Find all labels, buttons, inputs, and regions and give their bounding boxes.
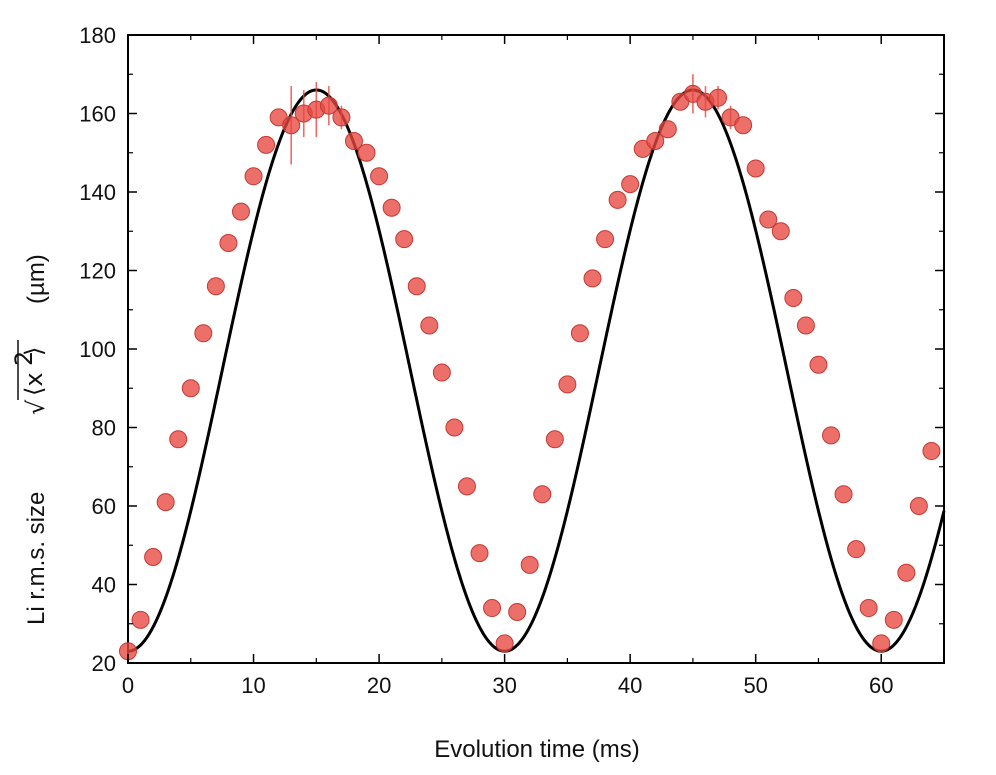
data-point	[332, 108, 351, 127]
data-point	[809, 355, 828, 374]
data-point	[156, 493, 175, 512]
data-point	[558, 375, 577, 394]
data-point	[570, 324, 589, 343]
data-point	[746, 159, 765, 178]
y-tick-label: 80	[92, 416, 116, 441]
data-point	[181, 379, 200, 398]
x-tick-label: 30	[492, 673, 516, 698]
data-point	[231, 202, 250, 221]
data-point	[382, 198, 401, 217]
data-point	[834, 485, 853, 504]
data-point	[194, 324, 213, 343]
data-point	[545, 430, 564, 449]
data-point	[909, 497, 928, 515]
data-point	[621, 175, 640, 194]
data-point	[470, 544, 489, 563]
data-point	[357, 143, 376, 162]
y-tick-label: 160	[79, 102, 116, 127]
data-point	[897, 563, 916, 582]
data-point	[533, 485, 552, 504]
y-axis-title-prefix: Li r.m.s. size	[23, 492, 50, 625]
data-point	[432, 363, 451, 382]
data-point	[646, 131, 665, 150]
data-point	[219, 234, 238, 253]
data-point	[206, 277, 225, 296]
data-point	[771, 222, 790, 241]
x-tick-label: 40	[618, 673, 642, 698]
y-tick-label: 180	[79, 23, 116, 48]
y-tick-label: 100	[79, 337, 116, 362]
x-tick-label: 10	[241, 673, 265, 698]
ticks-layer: 0 10 20 30 40 50 60 20 40 60 80 100 120 140 160 180	[79, 23, 944, 698]
data-point	[457, 477, 476, 496]
data-point	[784, 288, 803, 307]
y-tick-label: 140	[79, 180, 116, 205]
data-point	[872, 634, 891, 653]
y-axis-title-radical: √	[22, 399, 50, 415]
data-point	[144, 548, 163, 567]
data-point	[796, 316, 815, 335]
data-point	[859, 599, 878, 618]
data-point	[759, 210, 778, 229]
data-point	[257, 135, 276, 154]
y-tick-label: 120	[79, 259, 116, 284]
y-axis-title-expr: ⟨x	[20, 372, 48, 396]
data-points-layer	[119, 74, 941, 661]
y-axis-title-close: ⟩	[20, 347, 48, 356]
data-point	[407, 277, 426, 296]
data-point	[658, 120, 677, 139]
fit-line	[127, 88, 946, 653]
x-tick-label: 60	[869, 673, 893, 698]
y-axis-title: Li r.m.s. size √ ⟨x 2 ⟩ (µm)	[10, 254, 50, 625]
y-tick-label: 40	[92, 573, 116, 598]
x-tick-label: 0	[122, 673, 134, 698]
data-point	[608, 190, 627, 209]
data-point	[847, 540, 866, 559]
data-point	[319, 96, 338, 115]
data-point	[495, 634, 514, 653]
data-point	[244, 167, 263, 186]
y-axis-title-exponent: 2	[10, 351, 38, 366]
data-point	[520, 555, 539, 574]
data-point	[395, 230, 414, 249]
data-point	[822, 426, 841, 445]
data-point	[169, 430, 188, 449]
fit-curve-layer	[127, 88, 946, 653]
data-point	[734, 116, 753, 135]
x-axis-title: Evolution time (ms)	[434, 736, 639, 763]
data-point	[445, 418, 464, 437]
data-point	[709, 88, 728, 107]
data-point	[370, 167, 389, 186]
data-point	[884, 610, 903, 629]
data-point	[282, 116, 301, 135]
y-tick-label: 20	[92, 651, 116, 676]
y-tick-label: 60	[92, 494, 116, 519]
data-point	[596, 230, 615, 249]
y-axis-title-unit: (µm)	[23, 254, 50, 304]
data-point	[583, 269, 602, 288]
data-point	[344, 131, 363, 150]
x-tick-label: 20	[367, 673, 391, 698]
x-tick-label: 50	[743, 673, 767, 698]
data-point	[483, 599, 502, 618]
data-point	[922, 442, 941, 461]
data-point	[131, 610, 150, 629]
data-point	[508, 602, 527, 621]
data-point	[420, 316, 439, 335]
